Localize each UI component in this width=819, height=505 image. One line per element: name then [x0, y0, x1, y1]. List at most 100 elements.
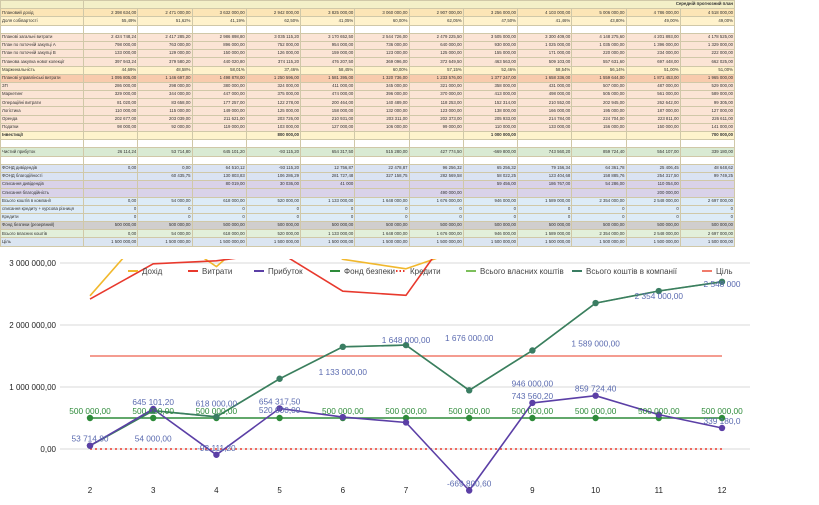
sheet-cell: 1 500 000,00: [462, 237, 519, 247]
sheet-cell: 4 178 525,00: [679, 32, 736, 42]
sheet-cell: [245, 24, 302, 34]
sheet-cell: 763 000,00: [137, 40, 193, 51]
sheet-cell: 500 000,00: [625, 221, 681, 231]
x-tick-label: 6: [341, 486, 346, 495]
x-tick-label: 12: [718, 486, 727, 495]
row-label: Інвестиції: [0, 130, 84, 141]
sheet-cell: [625, 139, 681, 149]
sheet-cell: 321 000,00: [408, 81, 464, 92]
sheet-cell: [462, 139, 519, 149]
sheet-cell: [571, 24, 627, 34]
sheet-cell: 344 000,00: [137, 90, 193, 100]
sheet-cell: 1 025 000,00: [516, 40, 573, 51]
sheet-cell: [137, 139, 193, 149]
data-label: 2 354 000,00: [635, 291, 684, 301]
sheet-cell: 62,05%: [408, 16, 464, 26]
sheet-cell: 223 811,00: [625, 114, 681, 124]
data-label: -669 800,60: [447, 479, 492, 489]
sheet-cell: 476 207,50: [299, 57, 356, 67]
sheet-cell: 41,19%: [191, 16, 247, 26]
sheet-cell: 166 000,00: [516, 106, 573, 116]
sheet-cell: [82, 188, 139, 198]
sheet-cell: 372 649,50: [408, 57, 464, 67]
sheet-cell: 1 871 453,00: [625, 73, 681, 83]
sheet-cell: 12 756,87: [299, 163, 356, 173]
data-label: 1 676 000,00: [445, 333, 494, 343]
sheet-cell: [245, 188, 302, 198]
sheet-cell: 0: [625, 212, 681, 223]
sheet-cell: 2 471 000,00: [137, 8, 193, 18]
sheet-cell: 132 000,00: [354, 106, 410, 116]
legend-label: Всього коштів в компанії: [586, 267, 678, 276]
sheet-cell: 138 000,00: [462, 106, 519, 116]
sheet-cell: 110 000,00: [82, 106, 139, 116]
sheet-cell: 286 000,00: [82, 81, 139, 92]
sheet-cell: 1 500 000,00: [299, 237, 356, 247]
sheet-cell: 520 000,00: [245, 229, 302, 239]
legend-label: Фонд безпеки: [344, 267, 395, 276]
sheet-cell: 49,00%: [679, 16, 736, 26]
sheet-cell: 0: [516, 204, 573, 214]
series-point: [402, 414, 410, 422]
row-label: Всього власних коштів: [0, 229, 84, 239]
sheet-row: Податки 98 000,00 92 000,00 119 000,00 103 0…: [0, 122, 736, 133]
sheet-cell: 3 256 000,00: [462, 8, 519, 18]
series-point: [718, 414, 726, 422]
row-label: Списання благодійність: [0, 188, 84, 198]
series-point: [466, 414, 473, 422]
sheet-row: [0, 155, 736, 165]
sheet-cell: 99 305,00: [679, 98, 736, 108]
sheet-cell: 447 000,00: [191, 90, 247, 100]
row-label: Чистий прибуток: [0, 147, 84, 157]
sheet-cell: 752 000,00: [245, 40, 302, 51]
sheet-row: Всього власних коштів 0,00 54 000,00 618 00…: [0, 229, 736, 239]
x-tick-label: 3: [151, 486, 156, 495]
sheet-row: [0, 24, 736, 34]
sheet-cell: 298 000,00: [137, 81, 193, 92]
sheet-row: Чистий прибуток 26 114,24 53 714,80 645 101…: [0, 147, 736, 157]
x-tick-label: 7: [404, 486, 409, 495]
sheet-cell: [462, 24, 519, 34]
sheet-cell: 618 000,00: [191, 196, 247, 206]
sheet-cell: [571, 188, 627, 198]
data-label: 500 000,00: [196, 406, 238, 416]
sheet-cell: [137, 180, 193, 190]
sheet-cell: 54 000,00: [137, 229, 193, 239]
sheet-cell: 463 563,00: [462, 57, 519, 67]
sheet-row: ФОНД благодійності 60 435,75 130 803,83 106…: [0, 171, 736, 182]
sheet-row: Планові загальні витрати 2 424 748,24 2 41…: [0, 32, 736, 42]
sheet-cell: 0: [571, 204, 627, 214]
sheet-cell: 30 036,00: [245, 180, 302, 190]
sheet-cell: [516, 155, 573, 165]
sheet-cell: 474 000,00: [299, 90, 356, 100]
sheet-cell: 1 965 000,00: [679, 73, 736, 83]
sheet-cell: [191, 155, 247, 165]
sheet-row: Логістика 110 000,00 115 000,00 149 000,00 1…: [0, 106, 736, 116]
data-label: 53 714,80: [72, 434, 109, 444]
data-label: 500 000,00: [512, 406, 554, 416]
sheet-cell: 25 406,45: [625, 163, 681, 173]
sheet-cell: 930 000,00: [462, 40, 519, 51]
sheet-cell: 0: [245, 204, 302, 214]
sheet-cell: 58,45%: [299, 65, 356, 75]
sheet-cell: -93 115,20: [245, 147, 302, 157]
sheet-cell: 427 774,50: [408, 147, 464, 157]
row-label: План по поточній закупці В: [0, 49, 84, 59]
sheet-cell: 3 505 000,00: [462, 32, 519, 42]
sheet-cell: 2 424 748,24: [82, 32, 139, 42]
sheet-cell: 0: [408, 212, 464, 223]
sheet-cell: 379 580,20: [137, 57, 193, 67]
row-label: Маржинальність: [0, 65, 84, 75]
sheet-cell: 2 697 000,00: [679, 229, 736, 239]
sheet-cell: 1 676 000,00: [408, 196, 464, 206]
sheet-cell: 520 000,00: [245, 196, 302, 206]
sheet-cell: 122 278,00: [245, 98, 302, 108]
sheet-cell: 103 000,00: [245, 122, 302, 133]
sheet-cell: 1 329 000,00: [679, 40, 736, 51]
sheet-cell: 700 000,00: [679, 130, 736, 141]
sheet-cell: 743 560,20: [516, 147, 573, 157]
sheet-cell: 507 000,00: [571, 81, 627, 92]
sheet-cell: 57,15%: [408, 65, 464, 75]
row-label: Кредити: [0, 212, 84, 223]
row-label: Плановий дохід: [0, 8, 84, 18]
